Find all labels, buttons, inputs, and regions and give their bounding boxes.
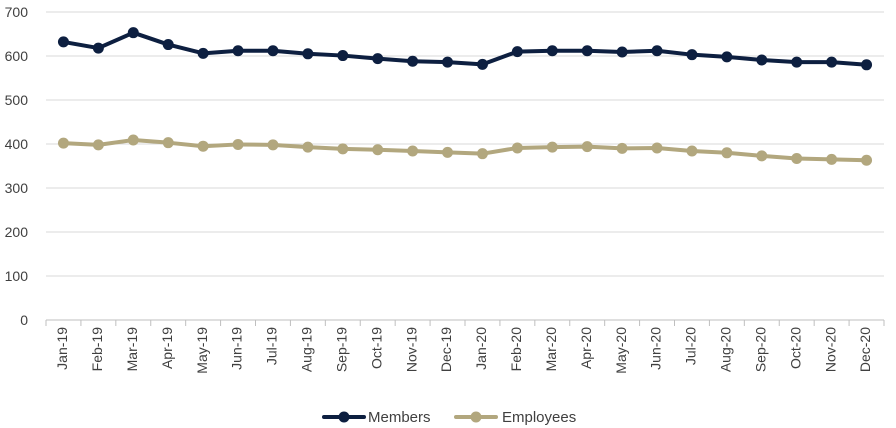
- x-tick-label: Aug-20: [718, 327, 734, 372]
- data-point: [442, 56, 454, 68]
- data-point: [686, 49, 698, 61]
- legend-item-employees: Employees: [454, 409, 576, 426]
- data-point: [581, 45, 593, 57]
- x-tick-label: May-19: [194, 327, 210, 374]
- data-point: [267, 139, 279, 151]
- data-point: [407, 145, 419, 157]
- data-point: [476, 148, 488, 160]
- x-tick-label: Dec-19: [438, 327, 454, 372]
- data-point: [162, 39, 174, 51]
- data-point: [372, 144, 384, 156]
- data-point: [546, 141, 558, 153]
- data-point: [686, 145, 698, 157]
- x-tick-label: Jan-19: [54, 327, 70, 370]
- data-point: [861, 59, 873, 71]
- series-line: [61, 30, 869, 67]
- data-point: [197, 140, 209, 152]
- x-tick-label: May-20: [613, 327, 629, 374]
- data-point: [826, 153, 838, 165]
- legend-label: Members: [368, 409, 431, 426]
- y-tick-label: 200: [5, 224, 29, 240]
- y-tick-label: 600: [5, 48, 29, 64]
- data-point: [302, 141, 314, 153]
- y-tick-label: 0: [20, 312, 28, 328]
- data-point: [756, 54, 768, 66]
- data-point: [92, 42, 104, 54]
- data-point: [826, 56, 838, 68]
- data-point: [721, 147, 733, 159]
- x-tick-label: Jul-20: [683, 327, 699, 365]
- x-tick-label: Jan-20: [473, 327, 489, 370]
- data-point: [721, 51, 733, 63]
- data-point: [442, 146, 454, 158]
- data-point: [476, 58, 488, 70]
- x-tick-label: Jun-20: [648, 327, 664, 370]
- data-point: [232, 45, 244, 57]
- data-point: [372, 53, 384, 65]
- legend: Members Employees: [322, 409, 576, 426]
- legend-marker: [470, 411, 482, 423]
- data-point: [861, 154, 873, 166]
- y-tick-label: 700: [5, 4, 29, 20]
- y-tick-label: 500: [5, 92, 29, 108]
- data-point: [232, 138, 244, 150]
- x-tick-label: Sep-20: [752, 327, 768, 372]
- data-point: [197, 47, 209, 59]
- data-point: [267, 45, 279, 57]
- data-point: [616, 46, 628, 58]
- data-point: [651, 142, 663, 154]
- data-point: [511, 46, 523, 58]
- x-tick-label: Oct-20: [787, 327, 803, 369]
- data-point: [57, 36, 69, 48]
- x-tick-label: Nov-20: [822, 327, 838, 372]
- data-point: [546, 45, 558, 57]
- y-tick-label: 100: [5, 268, 29, 284]
- y-tick-label: 400: [5, 136, 29, 152]
- data-point: [337, 50, 349, 62]
- x-tick-label: Feb-19: [89, 327, 105, 372]
- x-tick-label: Mar-19: [124, 327, 140, 372]
- x-tick-label: Mar-20: [543, 327, 559, 372]
- x-tick-label: Apr-20: [578, 327, 594, 369]
- data-point: [302, 48, 314, 60]
- x-tick-label: Aug-19: [299, 327, 315, 372]
- legend-item-members: Members: [322, 409, 431, 426]
- x-tick-label: Nov-19: [403, 327, 419, 372]
- data-point: [581, 141, 593, 153]
- data-point: [407, 55, 419, 67]
- data-point: [162, 137, 174, 149]
- x-axis: Jan-19 Feb-19 Mar-19 Apr-19 May-19 Jun-19 Jul-…: [45, 319, 885, 374]
- legend-label: Employees: [502, 409, 576, 426]
- series-lines: [57, 27, 873, 166]
- data-point: [791, 153, 803, 165]
- legend-marker: [338, 411, 350, 423]
- y-axis: 0 100 200 300 400 500 600 700: [5, 4, 29, 328]
- data-point: [791, 56, 803, 68]
- x-tick-label: Feb-20: [508, 327, 524, 372]
- data-point: [756, 150, 768, 162]
- data-point: [57, 137, 69, 149]
- x-tick-label: Jun-19: [229, 327, 245, 370]
- data-point: [616, 142, 628, 154]
- data-point: [511, 142, 523, 154]
- series-members: [57, 27, 873, 71]
- x-tick-label: Dec-20: [857, 327, 873, 372]
- x-tick-label: Apr-19: [159, 327, 175, 369]
- series-employees: [57, 134, 873, 166]
- data-point: [127, 134, 139, 146]
- series-line: [61, 138, 869, 163]
- data-point: [92, 139, 104, 151]
- y-tick-label: 300: [5, 180, 29, 196]
- data-point: [651, 45, 663, 57]
- x-tick-label: Oct-19: [368, 327, 384, 369]
- x-tick-label: Jul-19: [264, 327, 280, 365]
- data-point: [337, 143, 349, 155]
- x-tick-label: Sep-19: [333, 327, 349, 372]
- data-point: [127, 27, 139, 39]
